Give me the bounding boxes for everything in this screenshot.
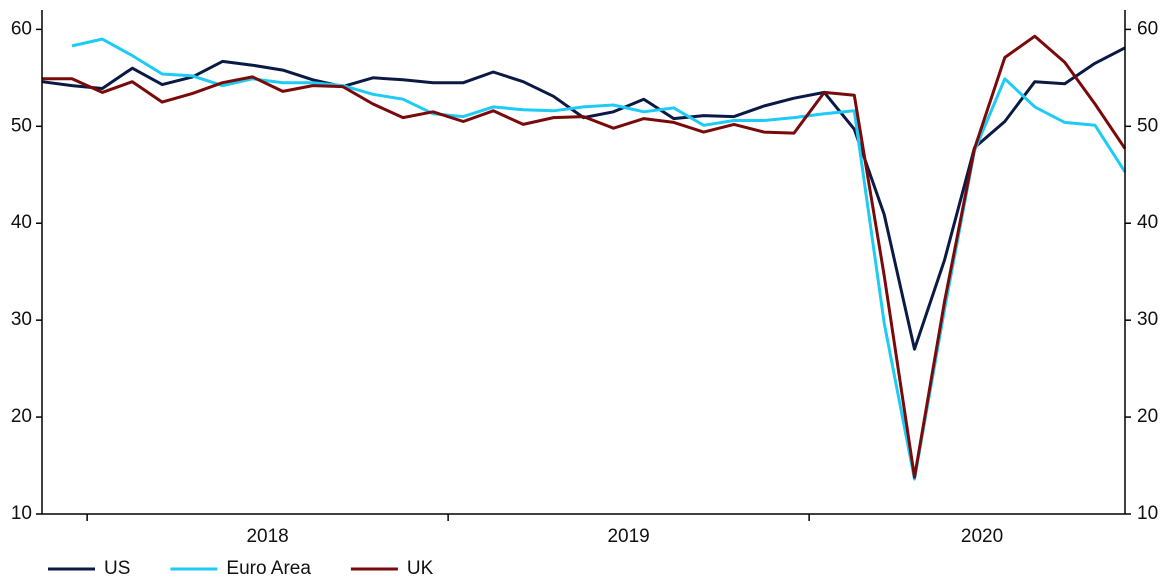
x-tick-label: 2019 [607, 526, 649, 547]
y2-tick-label: 30 [1137, 309, 1158, 330]
x-tick-label: 2018 [246, 526, 288, 547]
y-tick-label: 60 [11, 18, 32, 39]
y-tick-label: 10 [11, 503, 32, 524]
y-tick-label: 20 [11, 406, 32, 427]
legend-label: US [104, 558, 130, 579]
series-line [41, 46, 1126, 351]
y2-tick-label: 20 [1137, 406, 1158, 427]
y2-tick-label: 50 [1137, 115, 1158, 136]
y-tick-label: 50 [11, 115, 32, 136]
legend-label: Euro Area [226, 558, 311, 579]
legend-label: UK [407, 558, 434, 579]
series-line [42, 34, 1127, 479]
x-tick-label: 2020 [961, 526, 1003, 547]
y-tick-label: 40 [11, 212, 32, 233]
y2-tick-label: 40 [1137, 212, 1158, 233]
y2-tick-label: 60 [1137, 18, 1158, 39]
series-line [71, 37, 1127, 481]
y-tick-label: 30 [11, 309, 32, 330]
y2-tick-label: 10 [1137, 503, 1158, 524]
